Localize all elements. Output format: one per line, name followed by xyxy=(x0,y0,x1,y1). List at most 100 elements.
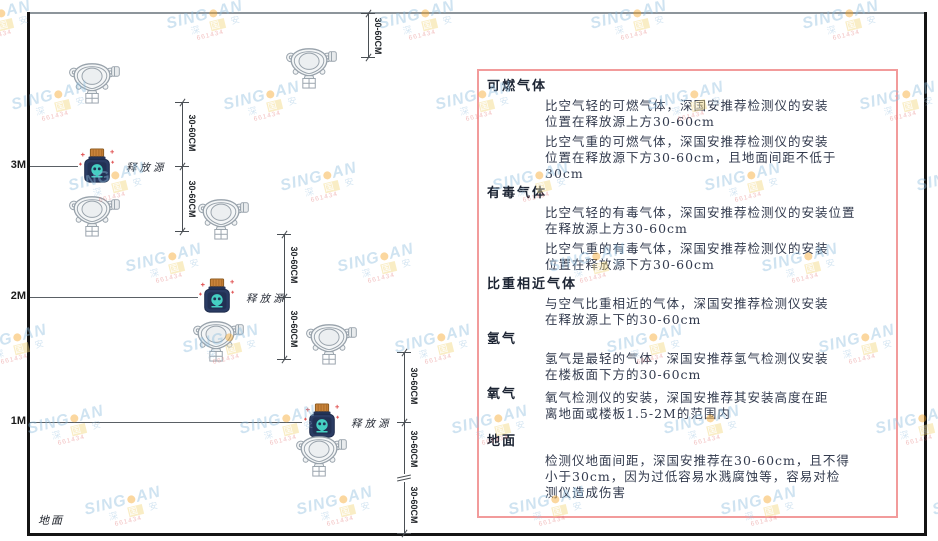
watermark-code: 661434 xyxy=(620,28,649,42)
panel-section: 氢气氢气是最轻的气体，深国安推荐氢气检测仪安装 在楼板面下方的30-60cm xyxy=(487,332,884,383)
section-paragraph: 检测仪地面间距，深国安推荐在30-60cm，且不得 小于30cm，因为过低容易水… xyxy=(545,453,850,500)
gas-detector-icon xyxy=(66,60,120,104)
watermark-dot-icon xyxy=(901,89,912,100)
watermark-cjk: 深 国 安 xyxy=(0,0,85,36)
watermark-dot-icon xyxy=(322,170,333,181)
watermark-code: 661434 xyxy=(253,109,282,123)
section-paragraph: 与空气比重相近的气体，深国安推荐检测仪安装 在释放源上下的30-60cm xyxy=(545,296,829,327)
panel-section: 有毒气体比空气轻的有毒气体，深国安推荐检测仪的安装位置 在释放源上方30-60c… xyxy=(487,186,884,273)
section-paragraph: 氢气是最轻的气体，深国安推荐氢气检测仪安装 在楼板面下方的30-60cm xyxy=(545,351,829,382)
height-label-2m: 2M xyxy=(10,290,26,302)
gas-detector-icon xyxy=(293,433,347,477)
section-heading: 有毒气体 xyxy=(487,186,548,201)
dimension-label: 30-60CM xyxy=(187,179,197,219)
watermark-dot-icon xyxy=(12,332,23,343)
ceiling-line xyxy=(28,12,925,14)
release-source-icon xyxy=(78,148,116,184)
dimension-label: 30-60CM xyxy=(187,113,197,153)
release-source-label: 释放源 xyxy=(351,418,392,430)
right-wall-line xyxy=(924,12,927,535)
dimension-label: 30-60CM xyxy=(409,366,419,406)
watermark-cjk: 深 国 安 xyxy=(0,337,49,361)
watermark-dot-icon xyxy=(126,494,137,505)
panel-section: 可燃气体比空气轻的可燃气体，深国安推荐检测仪的安装 位置在释放源上方30-60c… xyxy=(487,79,884,182)
watermark-cjk: 深 国 安 xyxy=(360,256,416,280)
release-source-label: 释放源 xyxy=(246,293,287,305)
section-heading: 氢气 xyxy=(487,332,518,347)
watermark-cjk: 深 国 安 xyxy=(148,256,204,280)
section-heading: 比重相近气体 xyxy=(487,277,578,292)
left-wall-line xyxy=(27,12,30,535)
watermark-code: 661434 xyxy=(408,28,437,42)
watermark-code: 661434 xyxy=(310,190,339,204)
section-paragraph: 比空气轻的可燃气体，深国安推荐检测仪的安装 位置在释放源上方30-60cm xyxy=(545,98,829,129)
watermark-cjk: 深 国 安 xyxy=(50,418,106,442)
watermark-code: 661434 xyxy=(367,271,396,285)
section-heading: 地面 xyxy=(487,434,518,449)
watermark-cjk: 深 国 安 xyxy=(303,175,359,199)
watermark-cjk: 深 国 安 xyxy=(825,13,881,37)
watermark-code: 661434 xyxy=(196,28,225,42)
watermark-code: 661434 xyxy=(57,433,86,447)
watermark-dot-icon xyxy=(0,8,7,19)
dimension-line xyxy=(368,13,369,58)
dimension-break xyxy=(396,474,412,482)
gas-detector-icon xyxy=(66,193,120,237)
guidelines-panel: 可燃气体比空气轻的可燃气体，深国安推荐检测仪的安装 位置在释放源上方30-60c… xyxy=(477,69,898,518)
leader-line-3m xyxy=(30,166,78,167)
watermark-dot-icon xyxy=(338,494,349,505)
section-paragraph: 比空气重的可燃气体，深国安推荐检测仪的安装 位置在释放源下方30-60cm，且地… xyxy=(545,134,837,181)
release-source-icon xyxy=(198,278,236,314)
section-heading: 可燃气体 xyxy=(487,79,548,94)
dimension-label: 30-60CM xyxy=(289,245,299,285)
gas-detector-icon xyxy=(303,321,357,365)
height-label-3m: 3M xyxy=(10,159,26,171)
section-paragraph: 比空气重的有毒气体，深国安推荐检测仪的安装 位置在释放源下方30-60cm xyxy=(545,241,829,272)
dimension-label: 30-60CM xyxy=(409,485,419,525)
ground-label: 地面 xyxy=(38,514,64,527)
gas-detector-icon xyxy=(190,318,244,362)
panel-section: 地面检测仪地面间距，深国安推荐在30-60cm，且不得 小于30cm，因为过低容… xyxy=(487,434,884,501)
gas-detector-icon xyxy=(195,196,249,240)
dimension-label: 30-60CM xyxy=(409,429,419,469)
section-paragraph: 氧气检测仪的安装，深国安推荐其安装高度在距 离地面或楼板1.5-2M的范围内 xyxy=(545,390,829,421)
section-paragraph: 比空气轻的有毒气体，深国安推荐检测仪的安装位置 在释放源上方30-60cm xyxy=(545,205,856,236)
watermark-code: 661434 xyxy=(905,433,934,447)
dimension-line xyxy=(404,352,405,534)
section-heading: 氧气 xyxy=(487,387,518,402)
watermark-dot-icon xyxy=(379,251,390,262)
leader-line-2m xyxy=(30,297,198,298)
watermark-dot-icon xyxy=(167,251,178,262)
watermark-cjk: 深 国 安 xyxy=(898,423,935,442)
watermark-cjk: 深 国 安 xyxy=(189,13,245,37)
watermark-code: 661434 xyxy=(0,352,29,366)
watermark-dot-icon xyxy=(53,89,64,100)
panel-section: 比重相近气体与空气比重相近的气体，深国安推荐检测仪安装 在释放源上下的30-60… xyxy=(487,277,884,328)
height-label-1m: 1M xyxy=(10,415,26,427)
leader-line-1m xyxy=(30,422,302,423)
watermark-dot-icon xyxy=(265,89,276,100)
gas-detector-icon xyxy=(283,45,337,89)
watermark-code: 661434 xyxy=(114,514,143,528)
watermark-code: 661434 xyxy=(832,28,861,42)
